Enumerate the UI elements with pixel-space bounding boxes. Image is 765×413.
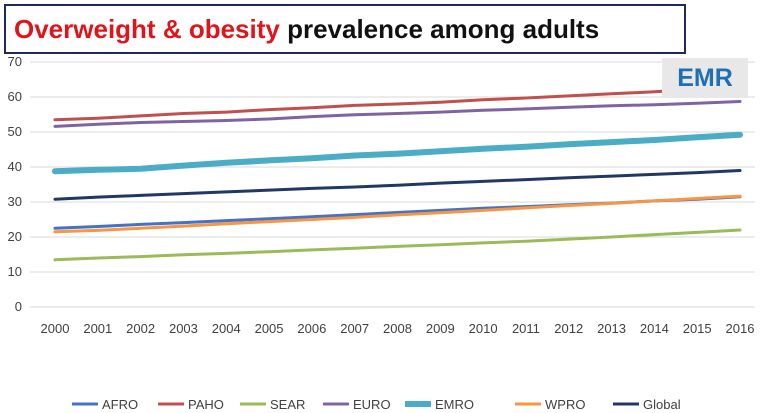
legend-label-euro: EURO xyxy=(353,397,391,412)
x-tick-label: 2000 xyxy=(41,321,70,336)
x-tick-label: 2003 xyxy=(169,321,198,336)
x-tick-label: 2006 xyxy=(297,321,326,336)
series-line-wpro xyxy=(53,194,742,234)
series-line-sear xyxy=(53,228,742,262)
y-tick-label: 30 xyxy=(8,194,22,209)
y-tick-label: 10 xyxy=(8,264,22,279)
x-tick-label: 2008 xyxy=(383,321,412,336)
x-tick-label: 2015 xyxy=(683,321,712,336)
series-line-emro xyxy=(52,131,743,175)
chart-title: Overweight & obesity prevalence among ad… xyxy=(4,4,686,54)
x-axis-ticks: 2000 2001 2002 2003 2004 2005 2006 2007 2008 2009… xyxy=(41,321,755,336)
series-line-euro xyxy=(53,100,742,128)
legend-label-paho: PAHO xyxy=(188,397,224,412)
x-tick-label: 2007 xyxy=(340,321,369,336)
legend-label-emro: EMRO xyxy=(435,397,474,412)
emr-badge: EMR xyxy=(662,58,748,98)
series-line-paho xyxy=(53,85,742,122)
x-tick-label: 2014 xyxy=(640,321,669,336)
legend-label-global: Global xyxy=(643,397,681,412)
x-tick-label: 2010 xyxy=(469,321,498,336)
y-tick-label: 50 xyxy=(8,124,22,139)
y-tick-label: 40 xyxy=(8,159,22,174)
series-lines xyxy=(52,85,743,262)
legend-label-sear: SEAR xyxy=(270,397,305,412)
x-tick-label: 2004 xyxy=(212,321,241,336)
legend-label-afro: AFRO xyxy=(102,397,138,412)
x-tick-label: 2001 xyxy=(83,321,112,336)
x-tick-label: 2009 xyxy=(426,321,455,336)
y-tick-label: 60 xyxy=(8,89,22,104)
legend-label-wpro: WPRO xyxy=(545,397,585,412)
x-tick-label: 2012 xyxy=(554,321,583,336)
series-line-global xyxy=(53,169,742,201)
y-tick-label: 20 xyxy=(8,229,22,244)
x-tick-label: 2013 xyxy=(597,321,626,336)
legend: AFRO PAHO SEAR EURO EMRO WPRO Global xyxy=(72,397,681,412)
title-highlight: Overweight & obesity xyxy=(14,13,280,44)
x-tick-label: 2005 xyxy=(255,321,284,336)
x-tick-label: 2011 xyxy=(512,321,540,336)
x-tick-label: 2002 xyxy=(126,321,155,336)
x-tick-label: 2016 xyxy=(726,321,755,336)
y-tick-label: 70 xyxy=(8,54,22,69)
y-axis-ticks: 0 10 20 30 40 50 60 70 xyxy=(8,54,22,314)
y-tick-label: 0 xyxy=(15,299,22,314)
title-rest: prevalence among adults xyxy=(279,13,600,44)
